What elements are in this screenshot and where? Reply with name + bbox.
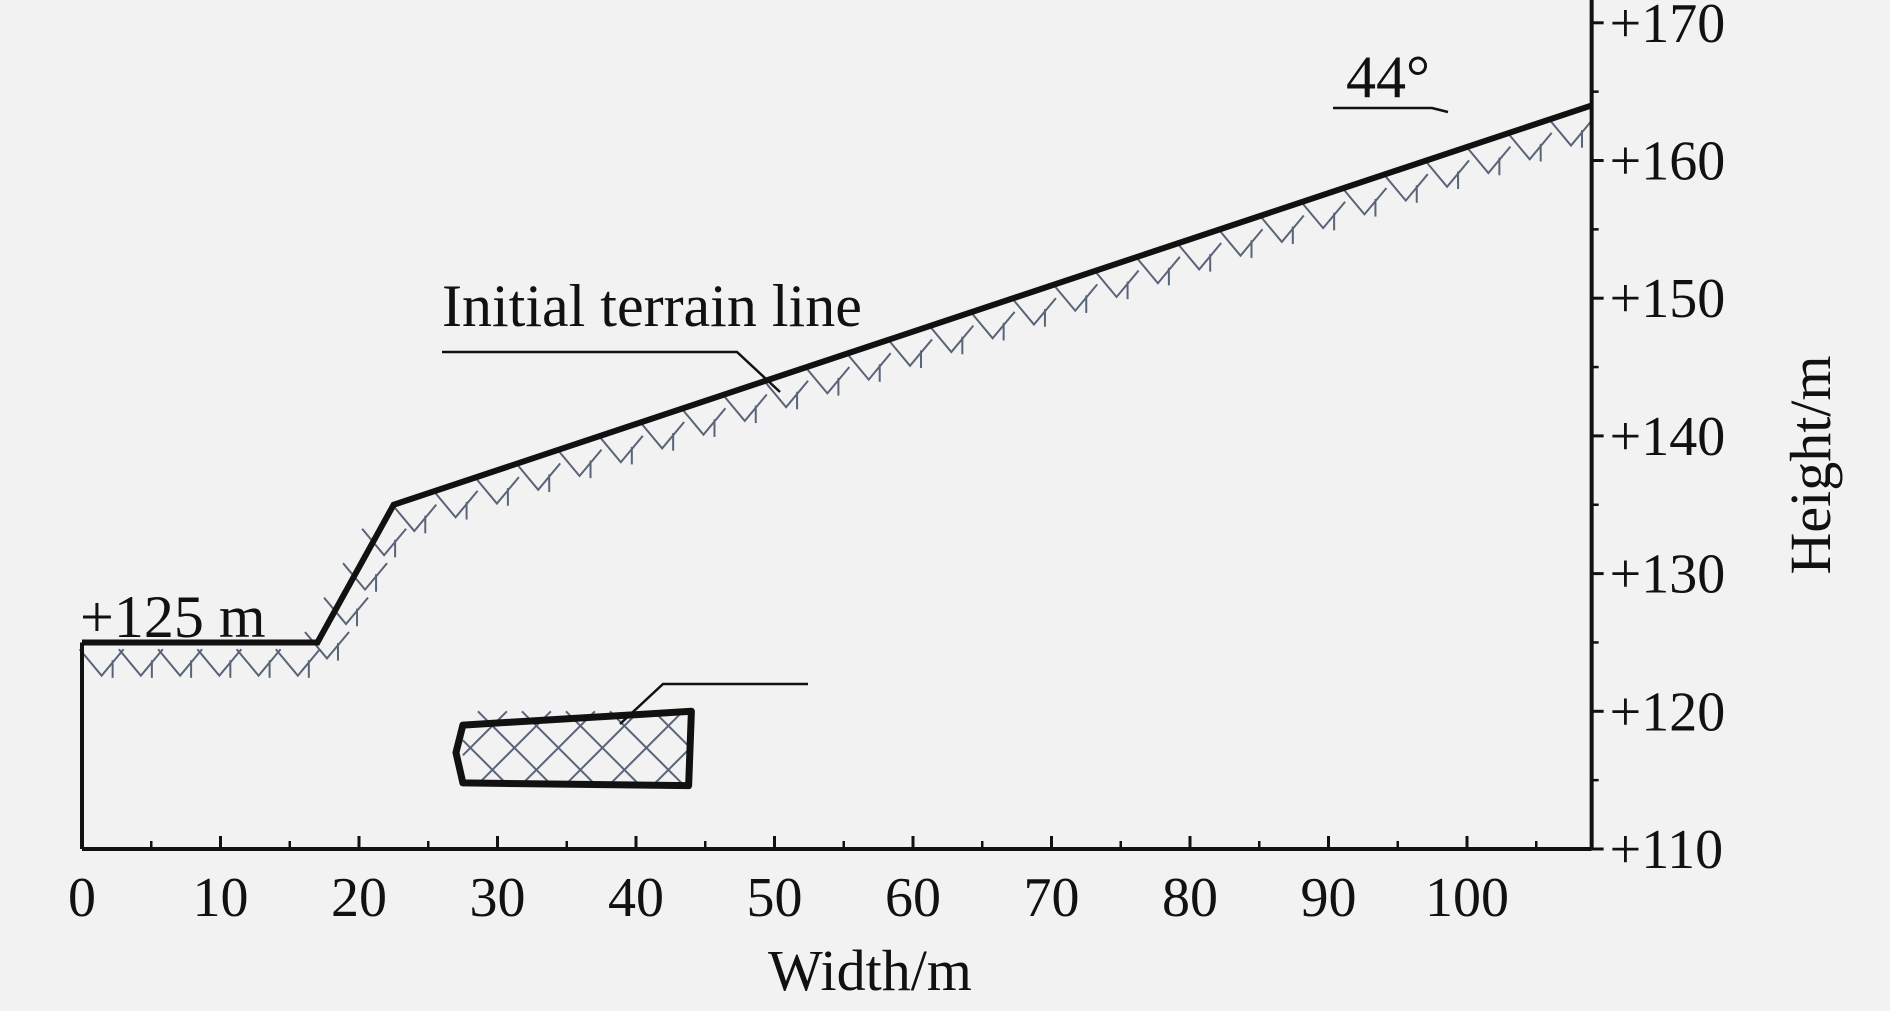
hatch-mark xyxy=(275,648,321,678)
hatch-mark xyxy=(1424,159,1470,189)
hatch-mark xyxy=(1382,173,1429,203)
x-tick-label: 30 xyxy=(470,867,526,929)
y-axis-label: Height/m xyxy=(1778,355,1843,574)
hatch-mark xyxy=(78,648,125,678)
x-tick-label: 100 xyxy=(1425,867,1509,929)
y-tick-label: +120 xyxy=(1610,681,1726,743)
x-tick-label: 80 xyxy=(1162,867,1218,929)
hatch-mark xyxy=(1465,146,1512,175)
hatch-mark xyxy=(432,490,479,519)
hatch-mark xyxy=(342,562,388,592)
terrain-line-label: Initial terrain line xyxy=(442,273,862,339)
x-tick-label: 40 xyxy=(608,867,664,929)
hatch-mark xyxy=(157,648,203,678)
hatch-mark xyxy=(323,596,369,626)
hatch-mark xyxy=(639,421,685,451)
hatch-mark xyxy=(887,338,933,368)
hatch-mark xyxy=(1548,118,1594,148)
x-tick-label: 60 xyxy=(885,867,941,929)
hatch-mark xyxy=(1217,228,1264,258)
cavity-leader xyxy=(619,682,808,725)
hatch-mark xyxy=(235,648,282,678)
hatch-mark xyxy=(1135,256,1181,285)
x-tick-label: 20 xyxy=(331,867,387,929)
hatch-mark xyxy=(804,366,851,395)
rock-hatching xyxy=(78,118,1594,678)
hatch-mark xyxy=(1300,201,1346,230)
hatch-mark xyxy=(118,648,164,678)
x-tick-label: 90 xyxy=(1301,867,1357,929)
hatch-mark xyxy=(1052,283,1099,313)
hatch-mark xyxy=(1259,214,1305,244)
y-tick-label: +150 xyxy=(1610,268,1726,330)
y-tick-label: +170 xyxy=(1610,0,1726,55)
hatch-mark xyxy=(1176,242,1222,271)
hatch-mark xyxy=(196,648,243,678)
hatch-mark xyxy=(845,352,892,382)
hatch-mark xyxy=(1011,297,1057,327)
hatch-mark xyxy=(515,462,561,492)
x-tick-label: 70 xyxy=(1024,867,1080,929)
cavity-hatch-line xyxy=(565,710,640,785)
hatch-mark xyxy=(474,476,520,506)
cavity-hatch-line xyxy=(462,739,508,785)
y-tick-label: +140 xyxy=(1610,406,1726,468)
hatch-mark xyxy=(680,407,727,437)
hatch-mark xyxy=(969,311,1016,340)
cavity-hatch-line xyxy=(653,710,693,750)
y-axis-ticks: +110 +120 +130 +140 +150 +160 +170 xyxy=(1591,0,1726,881)
y-tick-label: +110 xyxy=(1610,819,1724,881)
hatch-mark xyxy=(556,448,603,478)
y-tick-label: +130 xyxy=(1610,544,1726,606)
hatch-mark xyxy=(361,528,407,557)
hatch-mark xyxy=(1093,269,1140,299)
terrain-line-leader xyxy=(442,350,781,393)
hatch-mark xyxy=(1341,187,1388,216)
hatch-mark xyxy=(763,380,809,409)
hatch-mark xyxy=(598,435,644,464)
cavity-hatch-line xyxy=(653,746,693,785)
x-tick-label: 0 xyxy=(68,867,96,929)
hatch-mark xyxy=(722,393,768,423)
x-tick-label: 50 xyxy=(747,867,803,929)
hatch-mark xyxy=(391,504,438,533)
slope-angle-leader xyxy=(1333,106,1449,114)
initial-terrain-line xyxy=(82,102,1593,646)
slope-angle-label: 44° xyxy=(1346,44,1430,110)
x-axis-ticks: 0 10 20 30 40 50 60 70 80 90 100 xyxy=(68,836,1538,929)
bench-elevation-label: +125 m xyxy=(80,584,266,650)
cavity-outline xyxy=(452,707,695,790)
y-tick-label: +160 xyxy=(1610,131,1726,193)
hatch-mark xyxy=(928,325,975,354)
hatch-mark xyxy=(1506,132,1553,161)
x-axis-label: Width/m xyxy=(768,938,972,1003)
x-tick-label: 10 xyxy=(193,867,249,929)
